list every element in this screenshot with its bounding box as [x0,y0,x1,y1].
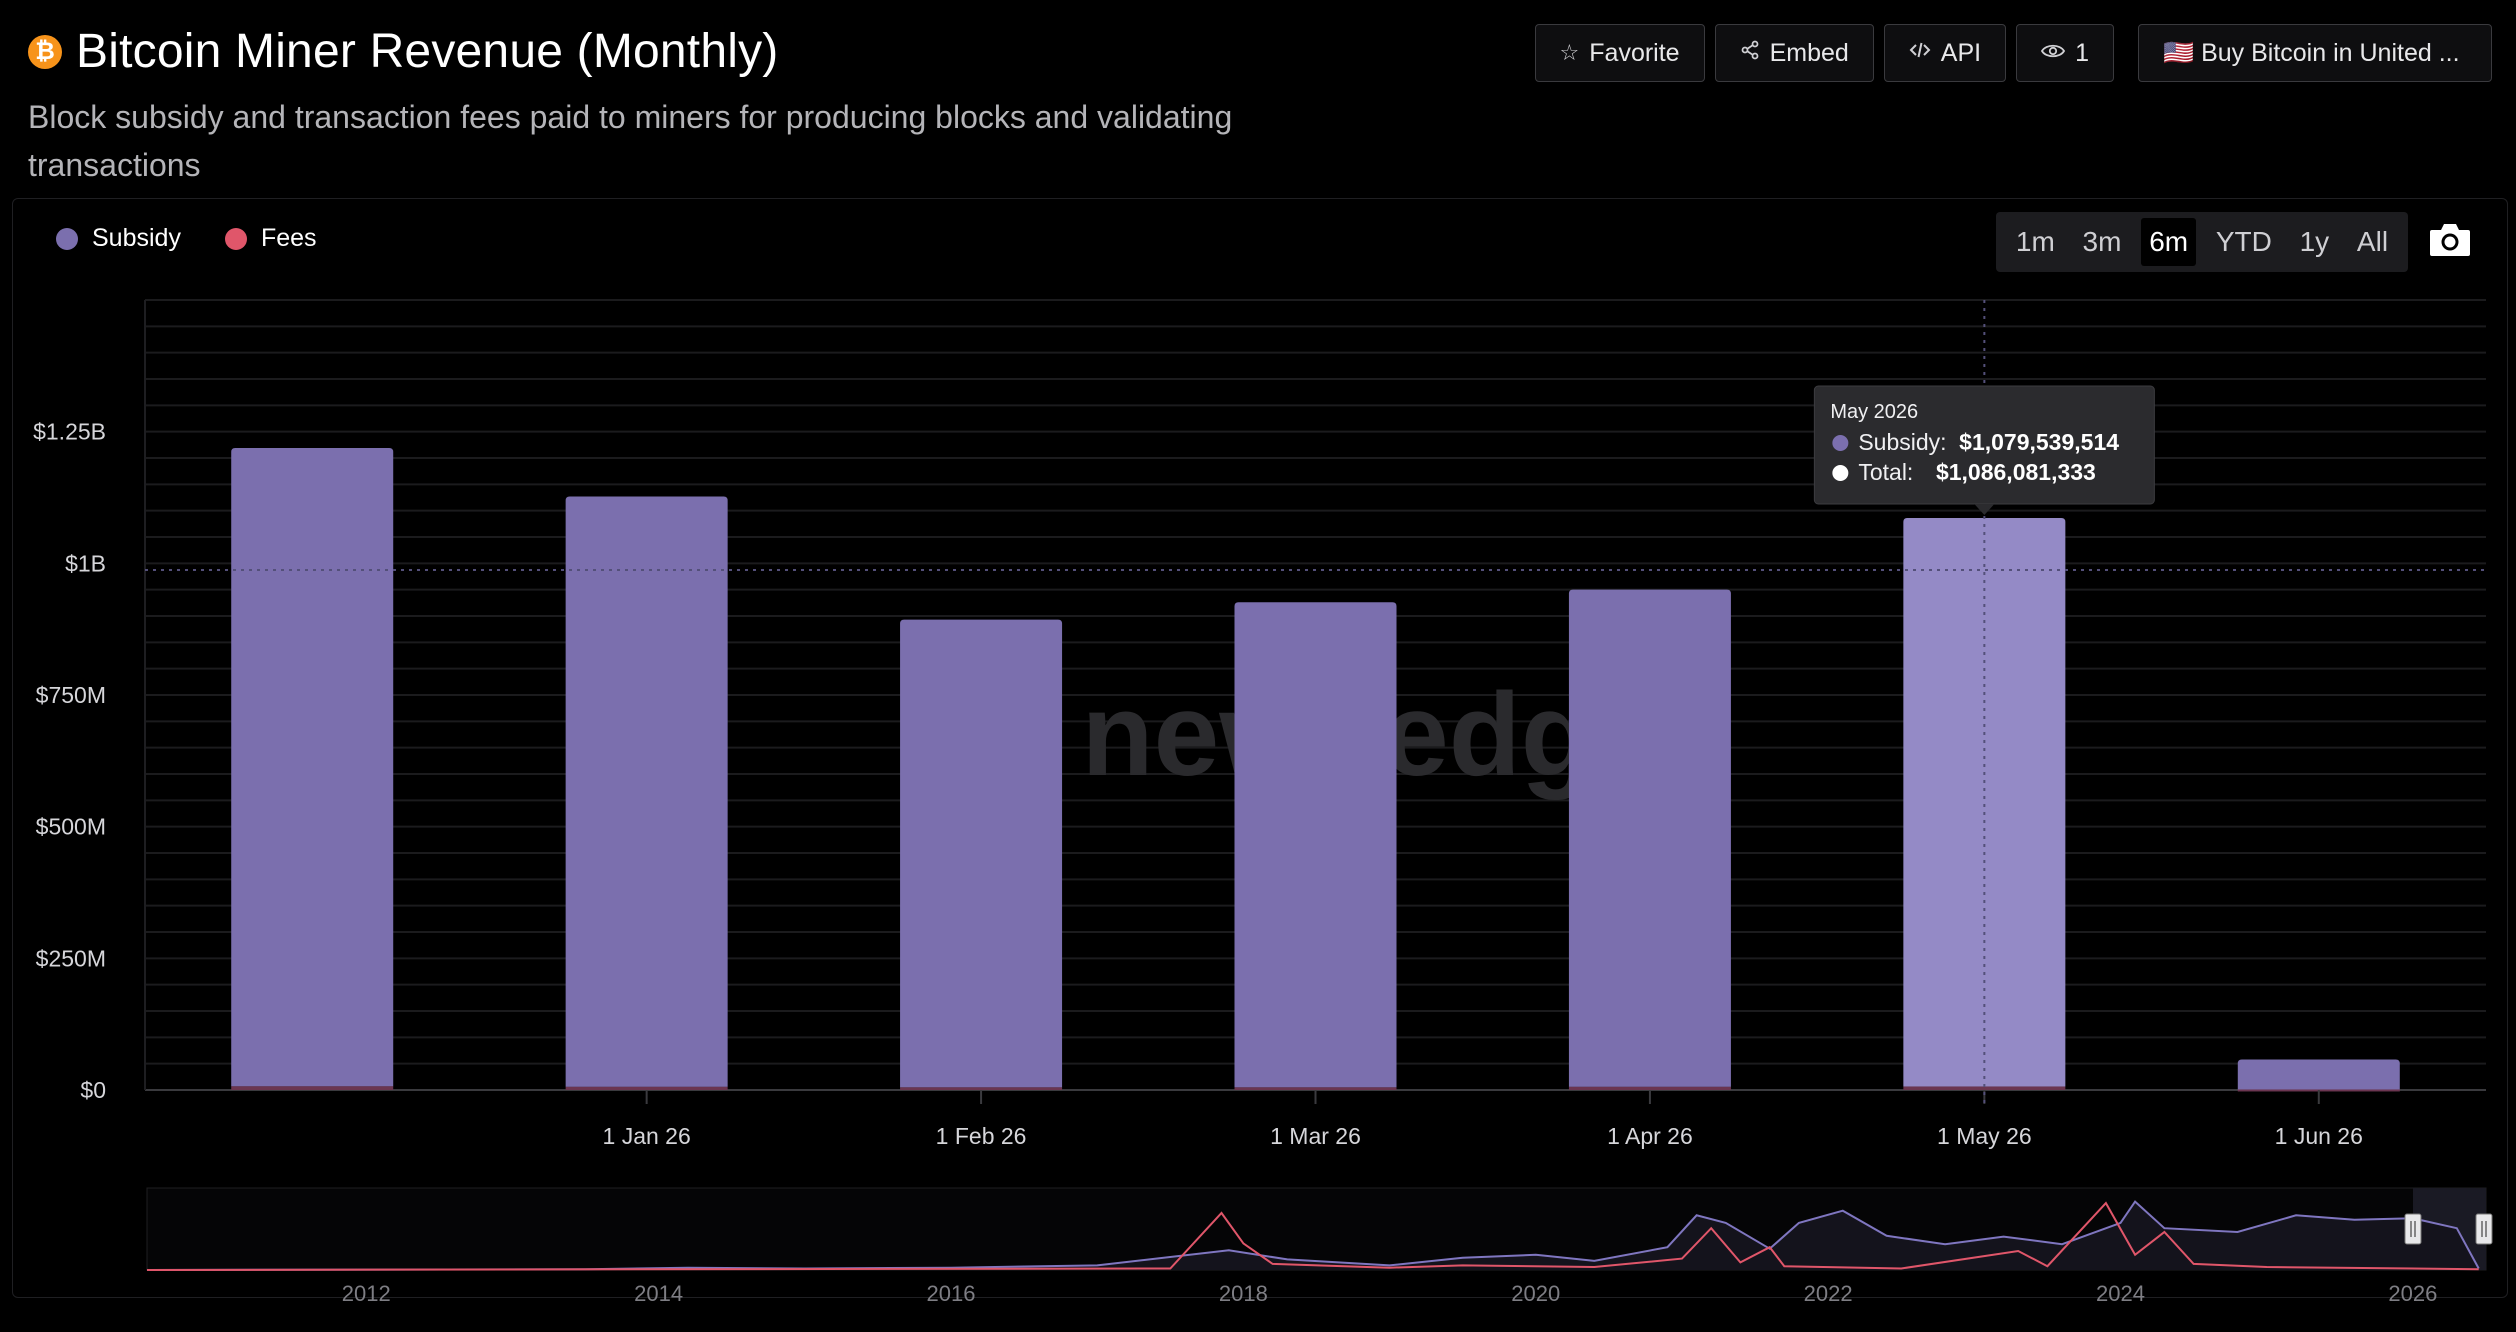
legend-dot-subsidy [56,227,78,250]
legend-item-fees[interactable]: Fees [224,224,317,253]
api-label: API [1940,38,1982,67]
range-button-ytd[interactable]: YTD [2215,226,2272,257]
page-title: Bitcoin Miner Revenue (Monthly) [76,25,779,78]
range-button-6m[interactable]: 6m [2141,218,2197,266]
legend-label-subsidy: Subsidy [92,224,181,252]
buy-bitcoin-button[interactable]: 🇺🇸 Buy Bitcoin in United ... [2138,24,2492,82]
star-icon: ☆ [1559,40,1580,65]
buy-bitcoin-label: 🇺🇸 Buy Bitcoin in United ... [2163,38,2460,67]
views-button[interactable]: 1 [2016,24,2114,82]
range-button-all[interactable]: All [2356,226,2389,257]
page-subtitle: Block subsidy and transaction fees paid … [28,99,1233,183]
chart-panel [12,198,2508,1298]
page-header: ₿ Bitcoin Miner Revenue (Monthly) Block … [28,24,1428,189]
api-button[interactable]: API [1883,24,2007,82]
range-button-3m[interactable]: 3m [2082,226,2122,257]
camera-icon[interactable] [2428,220,2472,260]
views-count: 1 [2075,38,2089,67]
range-button-1m[interactable]: 1m [2015,226,2055,257]
legend-item-subsidy[interactable]: Subsidy [56,224,181,253]
embed-label: Embed [1769,38,1849,67]
toolbar: ☆ Favorite Embed API 1 🇺🇸 Buy Bitcoin in… [1534,24,2492,82]
range-button-1y[interactable]: 1y [2299,226,2330,257]
share-icon [1740,40,1760,66]
favorite-button[interactable]: ☆ Favorite [1534,24,1705,82]
code-icon [1909,40,1931,66]
chart-legend: Subsidy Fees [56,224,317,253]
favorite-label: Favorite [1589,38,1680,67]
range-selector: 1m 3m 6m YTD 1y All [1996,212,2408,272]
bitcoin-logo-icon: ₿ [28,34,62,69]
embed-button[interactable]: Embed [1714,24,1874,82]
legend-label-fees: Fees [260,224,317,252]
eye-icon [2041,40,2066,66]
legend-dot-fees [224,227,247,250]
